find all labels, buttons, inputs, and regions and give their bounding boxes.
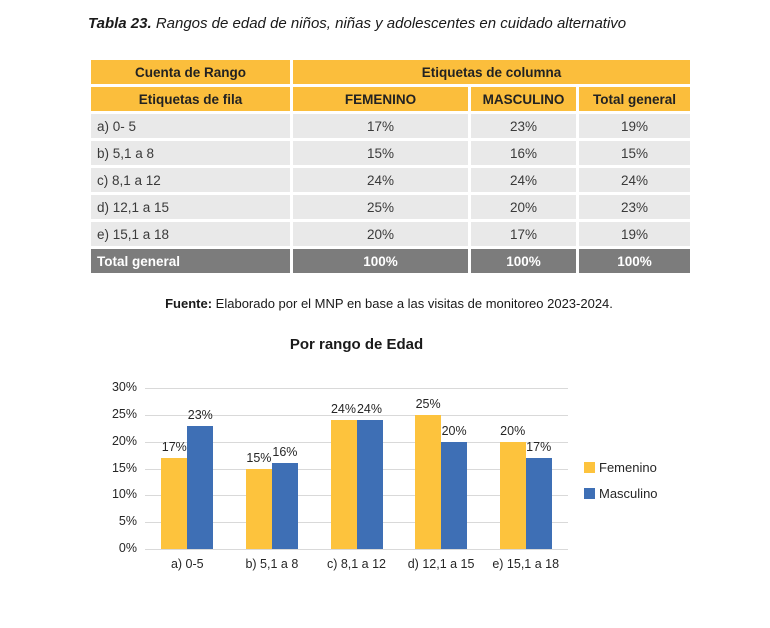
header-total-general: Total general [575,84,694,114]
chart-bar-masculino [525,457,552,549]
row-value-cell: 24% [290,165,471,195]
row-value-cell: 15% [290,138,471,168]
row-value-cell: 19% [575,111,694,141]
row-value-cell: 23% [468,111,579,141]
chart-bar-masculino [356,420,383,549]
bar-data-label: 24% [356,402,383,417]
row-value-cell: 16% [468,138,579,168]
header-etiquetas-de-fila: Etiquetas de fila [88,84,293,114]
chart-bar-femenino [415,414,442,549]
chart-bar-masculino [441,441,468,549]
document-title-number: Tabla 23. [88,15,152,32]
total-general-value: 100% [575,246,694,276]
bar-data-label: 16% [272,445,298,460]
row-value-cell: 24% [468,165,579,195]
bar-chart: Por rango de Edad Femenino Masculino 0% 5%… [105,336,705,596]
table-header-row-2: Etiquetas de fila FEMENINO MASCULINO Tot… [88,84,694,114]
row-value-cell: 19% [575,219,694,249]
total-femenino: 100% [290,246,471,276]
bar-data-label: 15% [246,450,272,465]
total-masculino: 100% [468,246,579,276]
x-axis-category-label: b) 5,1 a 8 [245,557,299,571]
header-femenino: FEMENINO [290,84,471,114]
legend-swatch-icon [584,488,595,499]
legend-label: Femenino [599,460,657,475]
total-row-label: Total general [88,246,293,276]
row-label-cell: c) 8,1 a 12 [88,165,293,195]
x-axis-category-label: a) 0-5 [170,557,204,571]
y-axis-tick-label: 30% [111,380,137,394]
chart-bar-femenino [330,420,357,549]
legend-label: Masculino [599,486,658,501]
y-axis-tick-label: 20% [111,433,137,448]
chart-bar-masculino [187,425,214,549]
gridline [145,388,568,389]
source-note-text: Elaborado por el MNP en base a las visit… [215,296,613,311]
y-axis-tick-label: 15% [111,460,137,475]
row-value-cell: 24% [575,165,694,195]
row-value-cell: 20% [290,219,471,249]
row-value-cell: 25% [290,192,471,222]
bar-data-label: 17% [161,439,187,454]
legend-item-femenino: Femenino [584,460,658,475]
x-axis-category-label: d) 12,1 a 15 [407,557,475,571]
bar-data-label: 23% [187,407,213,422]
header-etiquetas-de-columna: Etiquetas de columna [289,57,694,87]
chart-title: Por rango de Edad [289,336,424,353]
table-header-row-1: Cuenta de Rango Etiquetas de columna [88,57,694,87]
table-row: a) 0- 5 17% 23% 19% [88,111,694,141]
table-row: d) 12,1 a 15 25% 20% 23% [88,192,694,222]
y-axis-tick-label: 0% [118,541,137,555]
document-title-text: Rangos de edad de niños, niñas y adolesc… [155,15,627,32]
bar-data-label: 20% [441,423,467,438]
header-masculino: MASCULINO [468,84,579,114]
y-axis-tick-label: 10% [111,487,137,502]
table-row: b) 5,1 a 8 15% 16% 15% [88,138,694,168]
row-value-cell: 15% [575,138,694,168]
chart-bar-femenino [161,457,188,549]
chart-bar-femenino [499,441,526,549]
table-row: c) 8,1 a 12 24% 24% 24% [88,165,694,195]
row-value-cell: 17% [468,219,579,249]
x-axis-category-label: e) 15,1 a 18 [492,557,560,571]
gridline [145,414,568,416]
legend-item-masculino: Masculino [584,486,658,501]
row-label-cell: a) 0- 5 [88,111,293,141]
row-value-cell: 23% [575,192,694,222]
chart-legend: Femenino Masculino [584,460,658,501]
source-note-prefix: Fuente: [165,296,213,311]
source-note: Fuente: Elaborado por el MNP en base a l… [88,296,690,311]
row-label-cell: d) 12,1 a 15 [88,192,293,222]
legend-swatch-icon [584,462,595,473]
bar-data-label: 20% [500,423,526,438]
x-axis-category-label: c) 8,1 a 12 [326,557,387,571]
bar-data-label: 24% [330,402,357,417]
bar-data-label: 17% [526,439,552,454]
chart-bar-femenino [245,468,272,549]
gridline [145,549,568,550]
y-axis-tick-label: 25% [111,406,137,421]
row-value-cell: 20% [468,192,579,222]
y-axis-tick-label: 5% [118,514,137,529]
chart-bar-masculino [271,463,298,549]
row-label-cell: b) 5,1 a 8 [88,138,293,168]
bar-data-label: 25% [415,396,441,411]
row-value-cell: 17% [290,111,471,141]
table-row: e) 15,1 a 18 20% 17% 19% [88,219,694,249]
header-cuenta-de-rango: Cuenta de Rango [88,57,293,87]
age-range-table: Cuenta de Rango Etiquetas de columna Eti… [88,57,694,276]
document-title: Tabla 23. Rangos de edad de niños, niñas… [88,15,626,32]
row-label-cell: e) 15,1 a 18 [88,219,293,249]
table-total-row: Total general 100% 100% 100% [88,246,694,276]
